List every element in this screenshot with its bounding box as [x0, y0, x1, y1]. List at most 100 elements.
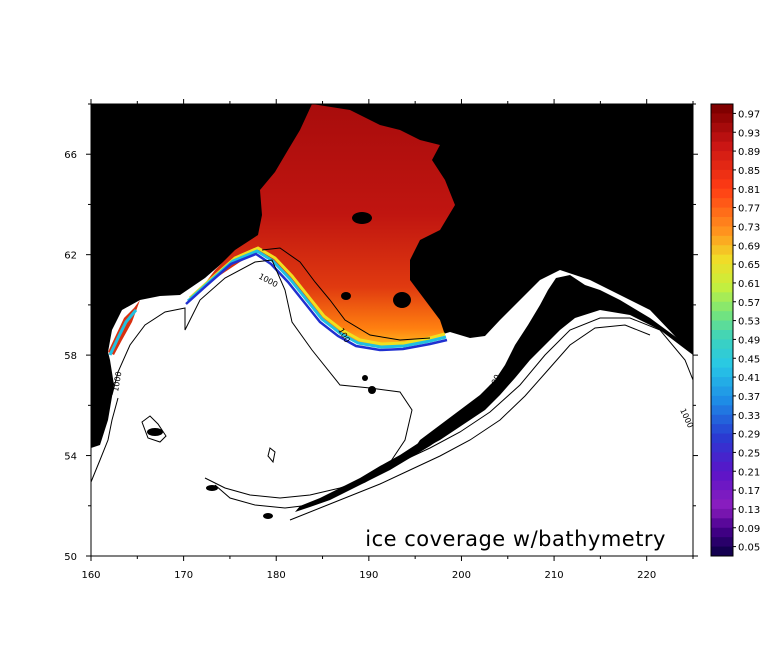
map-title: ice coverage w/bathymetry	[365, 527, 666, 551]
colorbar-swatch	[711, 264, 733, 274]
year-label: 1960	[574, 125, 622, 147]
contour-label-1000-west: 1000	[111, 371, 123, 393]
bathymetry-1000m-shelf	[111, 259, 413, 509]
colorbar-label: 0.21	[738, 467, 760, 478]
colorbar-swatch	[711, 395, 733, 406]
x-tick-label: 190	[359, 570, 378, 581]
colorbar-swatch	[711, 179, 733, 190]
sea-ice-field	[200, 104, 455, 348]
colorbar-swatch	[711, 151, 733, 161]
colorbar-label: 0.73	[738, 222, 760, 233]
y-axis: 50 54 58 62 66	[64, 103, 698, 563]
colorbar-swatch	[711, 433, 733, 444]
colorbar-swatch	[711, 537, 733, 548]
colorbar-swatch	[711, 113, 733, 124]
alaska-land	[410, 275, 693, 455]
alaska-peninsula	[295, 385, 505, 512]
bathymetry-aleutian-inner	[289, 324, 651, 521]
colorbar-swatch	[711, 414, 733, 425]
aleutian-island-1	[206, 485, 218, 491]
colorbar-label: 0.05	[738, 543, 760, 554]
aleutian-island-2	[263, 513, 273, 519]
colorbar-label: 0.49	[738, 335, 760, 346]
st-lawrence-island	[352, 212, 372, 224]
colorbar-swatch	[711, 377, 733, 387]
colorbar-swatch	[711, 499, 733, 510]
colorbar-swatch	[711, 518, 733, 529]
ice-edge-cyan	[186, 249, 447, 349]
ice-edge-blue	[185, 252, 448, 352]
colorbar-swatch	[711, 282, 733, 293]
bathymetry-aleutian	[204, 317, 693, 499]
plot-frame	[90, 103, 694, 557]
map-plot-area	[91, 104, 693, 556]
colorbar-swatch	[711, 480, 733, 491]
x-tick-label: 180	[267, 570, 286, 581]
colorbar-label: 0.97	[738, 109, 760, 120]
colorbar-swatch	[711, 188, 733, 199]
colorbar-swatch	[711, 273, 733, 284]
colorbar-label: 0.57	[738, 298, 760, 309]
colorbar-swatch	[711, 226, 733, 237]
colorbar-swatch	[711, 508, 733, 519]
colorbar-label: 0.29	[738, 430, 760, 441]
colorbar-swatch	[711, 452, 733, 463]
colorbar-swatch	[711, 348, 733, 359]
y-tick-label: 50	[64, 552, 77, 563]
x-tick-label: 200	[452, 570, 471, 581]
ice-hole-small	[341, 292, 351, 300]
colorbar-swatch	[711, 339, 733, 350]
colorbar-label: 0.93	[738, 128, 760, 139]
nunivak-island	[393, 292, 411, 308]
colorbar-swatch	[711, 292, 733, 303]
bathymetry-100m-shelf	[261, 247, 431, 341]
bathymetry-kamchatka	[91, 397, 119, 483]
colorbar-swatch	[711, 132, 733, 143]
colorbar-swatch	[711, 301, 733, 312]
colorbar-label: 0.61	[738, 279, 760, 290]
colorbar-swatch	[711, 235, 733, 246]
week-label: week 003	[562, 153, 635, 171]
x-tick-label: 210	[545, 570, 564, 581]
x-axis: 160 170 180 190 200 210 220	[81, 99, 694, 581]
colorbar-swatch	[711, 141, 733, 152]
colorbar-label: 0.17	[738, 486, 760, 497]
ice-edge-yellow	[188, 246, 446, 346]
colorbar-swatch	[711, 245, 733, 256]
colorbar-swatch	[711, 169, 733, 180]
y-tick-label: 66	[64, 150, 77, 161]
colorbar-label: 0.77	[738, 204, 760, 215]
colorbar-swatch	[711, 443, 733, 453]
y-tick-label: 62	[64, 251, 77, 262]
bathymetry-commander	[141, 415, 167, 443]
colorbar-swatch	[711, 198, 733, 209]
colorbar-label: 0.41	[738, 373, 760, 384]
colorbar-swatch	[711, 424, 733, 435]
colorbar-swatch	[711, 358, 733, 369]
ice-edge-west	[108, 309, 138, 356]
colorbar-swatch	[711, 405, 733, 416]
colorbar-swatch	[711, 217, 733, 227]
pribilof-island-2	[362, 375, 368, 381]
colorbar-label: 0.81	[738, 185, 760, 196]
x-tick-label: 220	[637, 570, 656, 581]
colorbar-swatch	[711, 254, 733, 265]
colorbar-label: 0.89	[738, 147, 760, 158]
colorbar-swatch	[711, 330, 733, 340]
colorbar-label: 0.85	[738, 166, 760, 177]
colorbar-swatch	[711, 471, 733, 482]
y-tick-label: 58	[64, 351, 77, 362]
colorbar-swatch	[711, 367, 733, 378]
colorbar-swatch	[711, 490, 733, 500]
colorbar-label: 0.13	[738, 505, 760, 516]
colorbar-label: 0.65	[738, 260, 760, 271]
colorbar: 0.97 0.93 0.89 0.85 0.81 0.77 0.73 0.69 0.65 0.61…	[710, 103, 760, 557]
colorbar-swatch	[711, 104, 733, 114]
commander-island	[147, 428, 163, 436]
colorbar-label: 0.33	[738, 411, 760, 422]
pribilof-island	[368, 386, 376, 394]
colorbar-label: 0.53	[738, 317, 760, 328]
colorbar-swatch	[711, 122, 733, 133]
colorbar-swatch	[711, 207, 733, 218]
